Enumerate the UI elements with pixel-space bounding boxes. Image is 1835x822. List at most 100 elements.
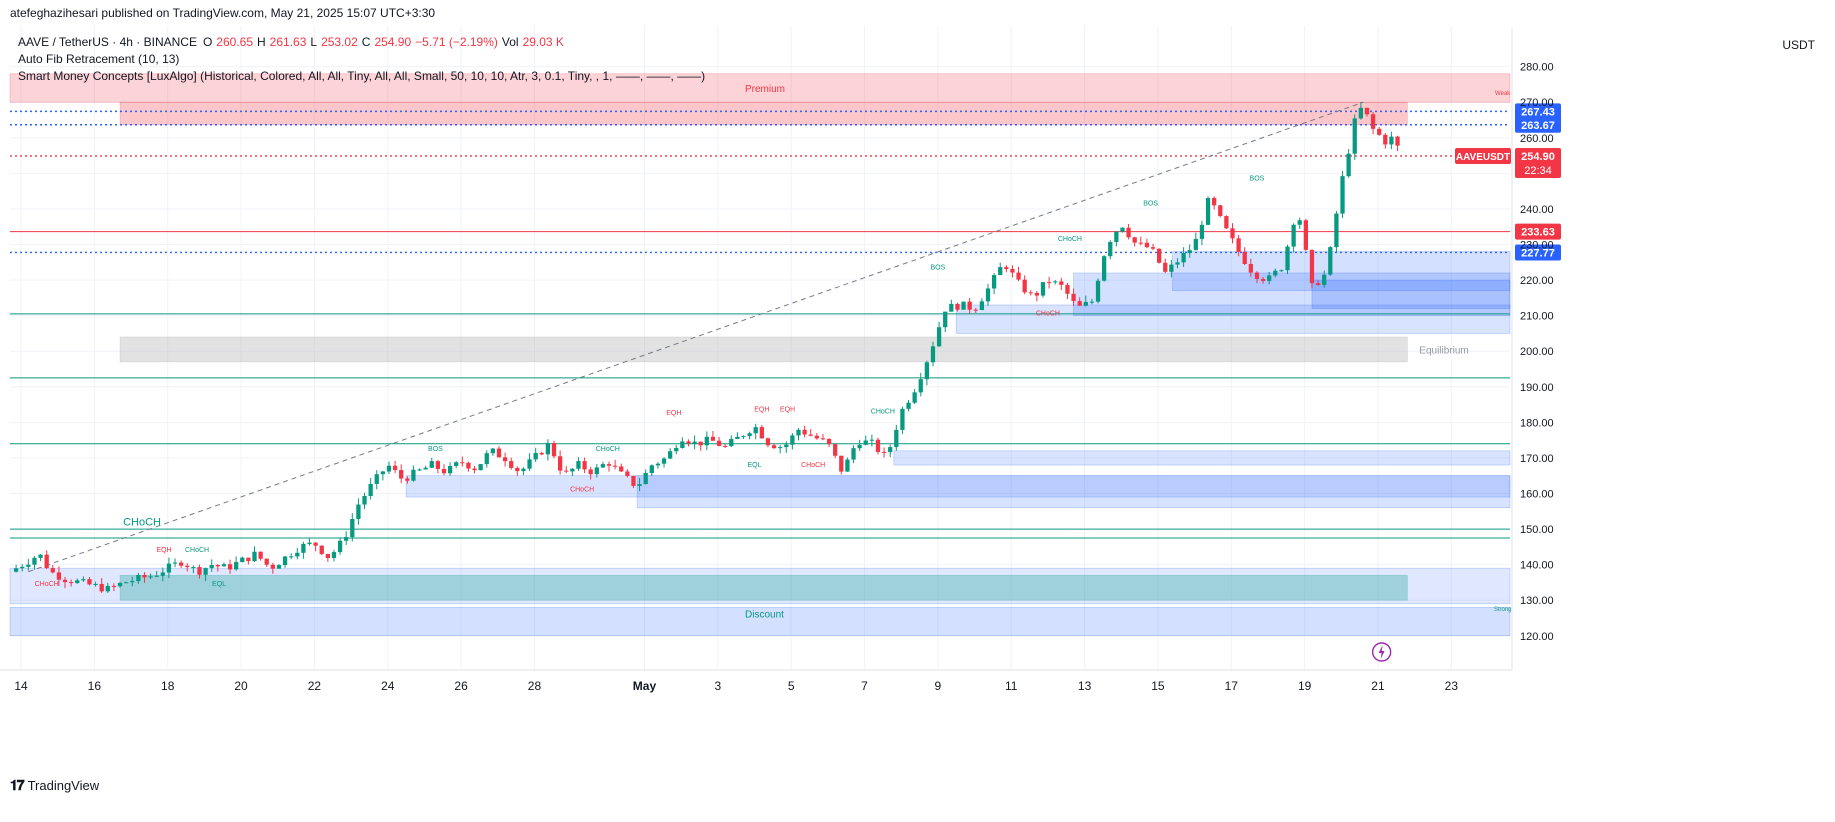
price-tick-label: 190.00 xyxy=(1520,382,1554,394)
candle-body xyxy=(215,565,220,567)
candle-body xyxy=(203,568,208,575)
structure-label-choch: CHoCH xyxy=(1058,236,1082,243)
candle-body xyxy=(368,483,373,496)
close-value: 254.90 xyxy=(374,35,412,49)
candle-body xyxy=(814,435,819,439)
candle-body xyxy=(1089,301,1095,303)
smc-zone xyxy=(9,567,1511,605)
candle-body xyxy=(209,565,214,569)
time-tick-label: 17 xyxy=(1225,679,1239,693)
candle-body xyxy=(741,436,746,438)
price-tick-label: 280.00 xyxy=(1520,62,1554,74)
candle-body xyxy=(1236,238,1241,252)
candle-body xyxy=(87,579,92,585)
candle-body xyxy=(991,275,997,289)
candle-body xyxy=(56,572,62,580)
price-tick-label: 260.00 xyxy=(1520,133,1554,145)
candle-body xyxy=(1138,242,1143,244)
candle-body xyxy=(313,542,318,546)
candle-body xyxy=(1126,227,1131,238)
structure-label-choch: CHoCH xyxy=(596,446,620,453)
candle-body xyxy=(1022,279,1027,293)
candle-body xyxy=(356,504,361,519)
time-tick-label: 16 xyxy=(88,679,102,693)
candle-body xyxy=(105,585,110,592)
candle-body xyxy=(337,540,343,553)
candle-body xyxy=(637,484,642,486)
price-tick-label: 230.00 xyxy=(1520,240,1554,252)
time-tick-label: 11 xyxy=(1005,679,1018,693)
smc-zone xyxy=(119,336,1408,363)
structure-label-bos: BOS xyxy=(930,264,945,271)
candle-body xyxy=(81,579,86,581)
candle-body xyxy=(869,439,874,441)
candle-body xyxy=(252,551,257,562)
candle-body xyxy=(344,537,349,541)
candle-body xyxy=(136,574,141,582)
candle-body xyxy=(441,468,447,474)
candle-body xyxy=(75,580,80,583)
candle-body xyxy=(936,327,942,347)
smc-zone xyxy=(405,475,1511,498)
candle-body xyxy=(735,436,740,439)
structure-label-choch: CHoCH xyxy=(801,462,825,469)
time-tick-label: 13 xyxy=(1078,679,1092,693)
time-tick-label: 7 xyxy=(861,679,868,693)
price-tick-label: 220.00 xyxy=(1520,275,1554,287)
candle-body xyxy=(1169,264,1174,272)
candle-body xyxy=(123,582,129,584)
structure-label-choch: CHoCH xyxy=(570,487,594,494)
candle-body xyxy=(258,551,263,559)
candle-body xyxy=(643,472,648,485)
candle-body xyxy=(1242,251,1247,264)
last-price-box xyxy=(1515,147,1561,178)
price-tick-label: 170.00 xyxy=(1520,453,1554,465)
candle-body xyxy=(246,557,251,562)
structure-label-bos: BOS xyxy=(1143,200,1158,207)
candle-body xyxy=(1340,176,1345,214)
time-tick-label: 26 xyxy=(454,679,468,693)
candle-body xyxy=(839,455,844,472)
zone-label-discount: Discount xyxy=(745,609,784,620)
candle-body xyxy=(1132,237,1137,243)
candle-body xyxy=(227,564,233,570)
candle-body xyxy=(1065,284,1070,294)
candle-body xyxy=(429,461,434,468)
candle-body xyxy=(405,478,410,481)
candle-body xyxy=(1370,114,1376,129)
candle-body xyxy=(1291,224,1296,247)
candle-body xyxy=(833,444,838,456)
indicator-fib[interactable]: Auto Fib Retracement (10, 13) xyxy=(18,52,180,66)
candle-body xyxy=(668,451,673,459)
candle-body xyxy=(490,448,496,454)
candle-body xyxy=(1004,267,1009,270)
candle-body xyxy=(1077,301,1082,306)
candle-body xyxy=(1267,275,1272,281)
candle-body xyxy=(68,582,74,584)
indicator-smc[interactable]: Smart Money Concepts [LuxAlgo] (Historic… xyxy=(18,69,706,83)
candle-body xyxy=(1315,283,1321,285)
price-tick-label: 210.00 xyxy=(1520,311,1554,323)
structure-label-choch: CHoCH xyxy=(185,547,209,554)
candle-body xyxy=(1175,262,1180,265)
candle-body xyxy=(350,518,355,538)
candle-body xyxy=(1260,278,1266,281)
candle-body xyxy=(533,452,538,460)
time-tick-label: 18 xyxy=(161,679,175,693)
candle-body xyxy=(826,438,832,445)
candle-body xyxy=(289,556,294,558)
structure-label-choch: CHoCH xyxy=(871,408,895,415)
symbol-label[interactable]: AAVE / TetherUS · 4h · BINANCE xyxy=(18,35,197,49)
candle-body xyxy=(1163,262,1168,272)
chart-legend: AAVE / TetherUS · 4h · BINANCE O 260.65 H… xyxy=(18,34,705,85)
candle-body xyxy=(1150,247,1156,249)
candle-body xyxy=(417,469,422,471)
chart-axes: 120.00 130.00 140.00 150.00 160.00 170.00 180.… xyxy=(0,28,1561,693)
candle-body xyxy=(38,554,43,558)
candle-body xyxy=(191,567,196,569)
smc-zone xyxy=(119,101,1408,126)
tradingview-footer[interactable]: 𝟏𝟕 TradingView xyxy=(10,777,99,794)
currency-unit[interactable]: USDT xyxy=(1782,38,1815,52)
change-value: −5.71 (−2.19%) xyxy=(415,35,498,49)
